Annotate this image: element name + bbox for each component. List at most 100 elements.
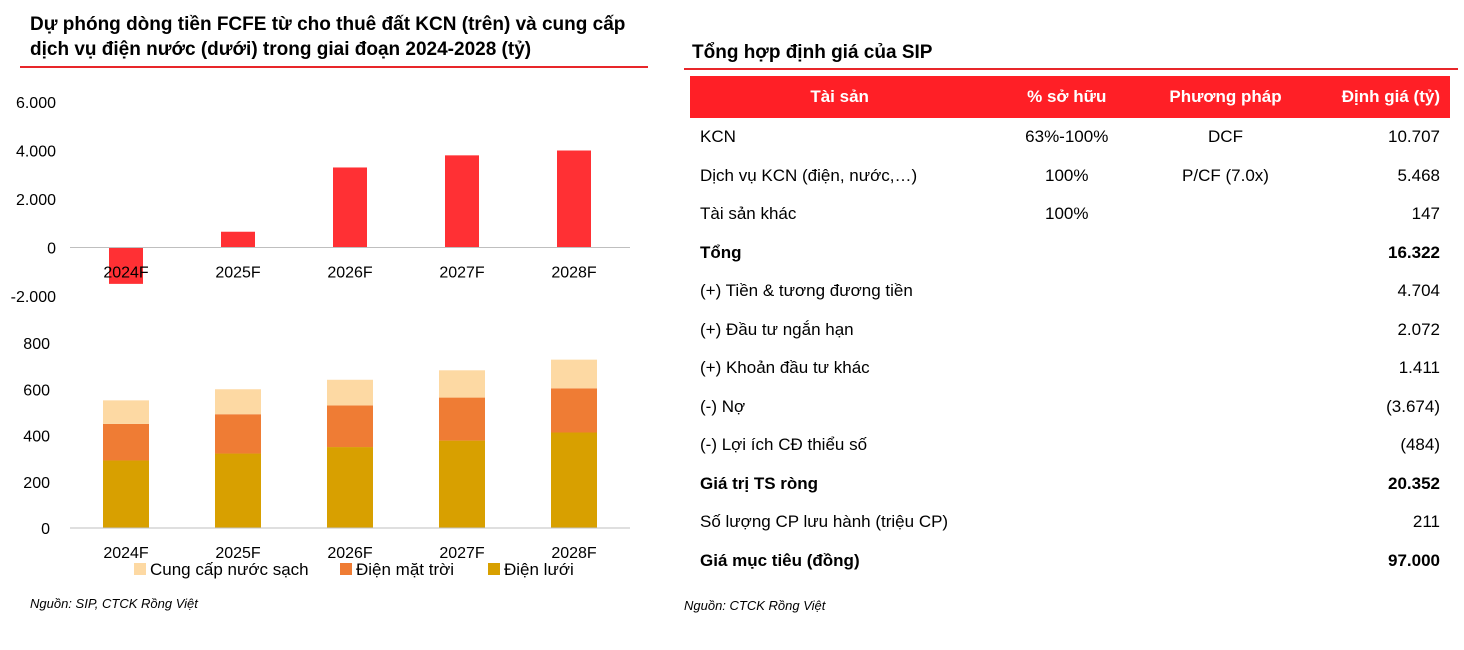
table-body: KCN 63%-100% DCF 10.707 Dịch vụ KCN (điện, n…: [690, 118, 1450, 580]
stacked-bar-segment: [439, 370, 485, 398]
cell-ownership: [989, 388, 1144, 427]
cell-asset: (-) Lợi ích CĐ thiểu số: [700, 435, 868, 455]
legend-swatch: [134, 563, 146, 575]
bottom-xtick-label: 2026F: [327, 545, 373, 562]
bottom-ytick-label: 200: [23, 475, 50, 492]
cell-ownership: [989, 272, 1144, 311]
table-row: Giá mục tiêu (đồng) 97.000: [690, 542, 1450, 581]
cell-asset: (+) Tiền & tương đương tiền: [700, 281, 913, 301]
cell-asset: Số lượng CP lưu hành (triệu CP): [700, 512, 949, 532]
stacked-bar-segment: [327, 379, 373, 406]
cell-ownership: 63%-100%: [1025, 127, 1109, 147]
top-bar: [109, 247, 143, 284]
cell-valuation: 97.000: [1388, 550, 1440, 570]
header-method: Phương pháp: [1144, 76, 1307, 118]
cell-method: [1144, 542, 1307, 581]
right-title-rule: [684, 68, 1458, 70]
chart-area: 6.000 4.000 2.000 0 -2.000 2024F 2025F 2026F 202…: [11, 95, 630, 579]
bottom-xtick-label: 2024F: [103, 545, 149, 562]
table-row: KCN 63%-100% DCF 10.707: [690, 118, 1450, 157]
legend-label: Cung cấp nước sạch: [150, 560, 309, 579]
left-chart-title: Dự phóng dòng tiền FCFE từ cho thuê đất …: [30, 14, 626, 60]
cell-asset: Giá mục tiêu (đồng): [700, 550, 860, 570]
bottom-ytick-label: 0: [41, 521, 50, 538]
top-ytick-label: 4.000: [16, 144, 56, 161]
stacked-bar-segment: [327, 405, 373, 448]
right-table-title: Tổng hợp định giá của SIP: [692, 42, 933, 63]
table-row: Giá trị TS ròng 20.352: [690, 465, 1450, 504]
table-row: Số lượng CP lưu hành (triệu CP) 211: [690, 503, 1450, 542]
cell-method: [1144, 388, 1307, 427]
cell-method: [1144, 349, 1307, 388]
top-bar: [333, 167, 367, 248]
stacked-bar-segment: [103, 400, 149, 424]
stacked-bar-segment: [215, 389, 261, 415]
legend-label: Điện mặt trời: [356, 560, 454, 579]
cell-method: [1144, 272, 1307, 311]
cell-valuation: 10.707: [1388, 127, 1440, 147]
cell-ownership: [989, 542, 1144, 581]
top-bar: [445, 155, 479, 248]
stacked-bar-segment: [439, 397, 485, 441]
cell-ownership: [989, 503, 1144, 542]
cell-asset: (+) Đầu tư ngắn hạn: [700, 319, 854, 339]
cell-valuation: 147: [1411, 204, 1440, 224]
cell-valuation: 2.072: [1397, 319, 1440, 339]
legend-swatch: [488, 563, 500, 575]
cell-ownership: [989, 426, 1144, 465]
cell-method: P/CF (7.0x): [1182, 165, 1269, 185]
cell-method: [1144, 234, 1307, 273]
cell-ownership: 100%: [1045, 165, 1089, 185]
stacked-bar-segment: [551, 359, 597, 389]
cell-valuation: 5.468: [1397, 165, 1440, 185]
bottom-xtick-label: 2028F: [551, 545, 597, 562]
cell-valuation: 4.704: [1397, 281, 1440, 301]
cell-asset: Tài sản khác: [700, 204, 797, 224]
cell-asset: Tổng: [700, 242, 742, 262]
top-ytick-label: 2.000: [16, 192, 56, 209]
cell-valuation: (484): [1400, 435, 1440, 455]
right-source-note: Nguồn: CTCK Rồng Việt: [684, 598, 826, 613]
table-row: Tài sản khác 100% 147: [690, 195, 1450, 234]
table-row: (-) Lợi ích CĐ thiểu số (484): [690, 426, 1450, 465]
table-row: (-) Nợ (3.674): [690, 388, 1450, 427]
bottom-ytick-label: 400: [23, 429, 50, 446]
cell-method: [1144, 426, 1307, 465]
legend-label: Điện lưới: [504, 560, 574, 579]
table-row: (+) Tiền & tương đương tiền 4.704: [690, 272, 1450, 311]
top-xtick-label: 2027F: [439, 265, 485, 282]
legend-swatch: [340, 563, 352, 575]
cell-asset: Giá trị TS ròng: [700, 473, 819, 493]
top-xtick-label: 2026F: [327, 265, 373, 282]
bottom-ytick-label: 600: [23, 382, 50, 399]
cell-method: DCF: [1208, 127, 1243, 147]
left-source-note: Nguồn: SIP, CTCK Rồng Việt: [30, 596, 198, 611]
cell-asset: Dịch vụ KCN (điện, nước,…): [700, 165, 918, 185]
stacked-bar-segment: [439, 440, 485, 528]
table-row: (+) Đầu tư ngắn hạn 2.072: [690, 311, 1450, 350]
stacked-bar-segment: [551, 432, 597, 528]
cell-asset: (+) Khoản đầu tư khác: [700, 358, 870, 378]
bottom-xtick-label: 2027F: [439, 545, 485, 562]
cell-valuation: 1.411: [1398, 358, 1440, 378]
stacked-bar-segment: [551, 388, 597, 433]
stacked-bar-segment: [103, 423, 149, 461]
cell-asset: KCN: [700, 127, 736, 147]
cell-valuation: 16.322: [1388, 242, 1440, 262]
cell-ownership: [989, 465, 1144, 504]
cell-ownership: [989, 234, 1144, 273]
stacked-bar-segment: [215, 414, 261, 454]
top-bar: [557, 150, 591, 248]
header-asset: Tài sản: [690, 76, 990, 118]
valuation-table: Tài sản % sở hữu Phương pháp Định giá (t…: [690, 76, 1450, 580]
cell-method: [1144, 503, 1307, 542]
bottom-ytick-label: 800: [23, 336, 50, 353]
cell-ownership: [989, 311, 1144, 350]
bottom-xtick-label: 2025F: [215, 545, 261, 562]
stacked-bar-segment: [103, 460, 149, 528]
cell-method: [1144, 195, 1307, 234]
cell-asset: (-) Nợ: [700, 396, 746, 416]
table-row: Tổng 16.322: [690, 234, 1450, 273]
left-title-rule: [20, 66, 648, 68]
top-ytick-label: -2.000: [11, 289, 56, 306]
